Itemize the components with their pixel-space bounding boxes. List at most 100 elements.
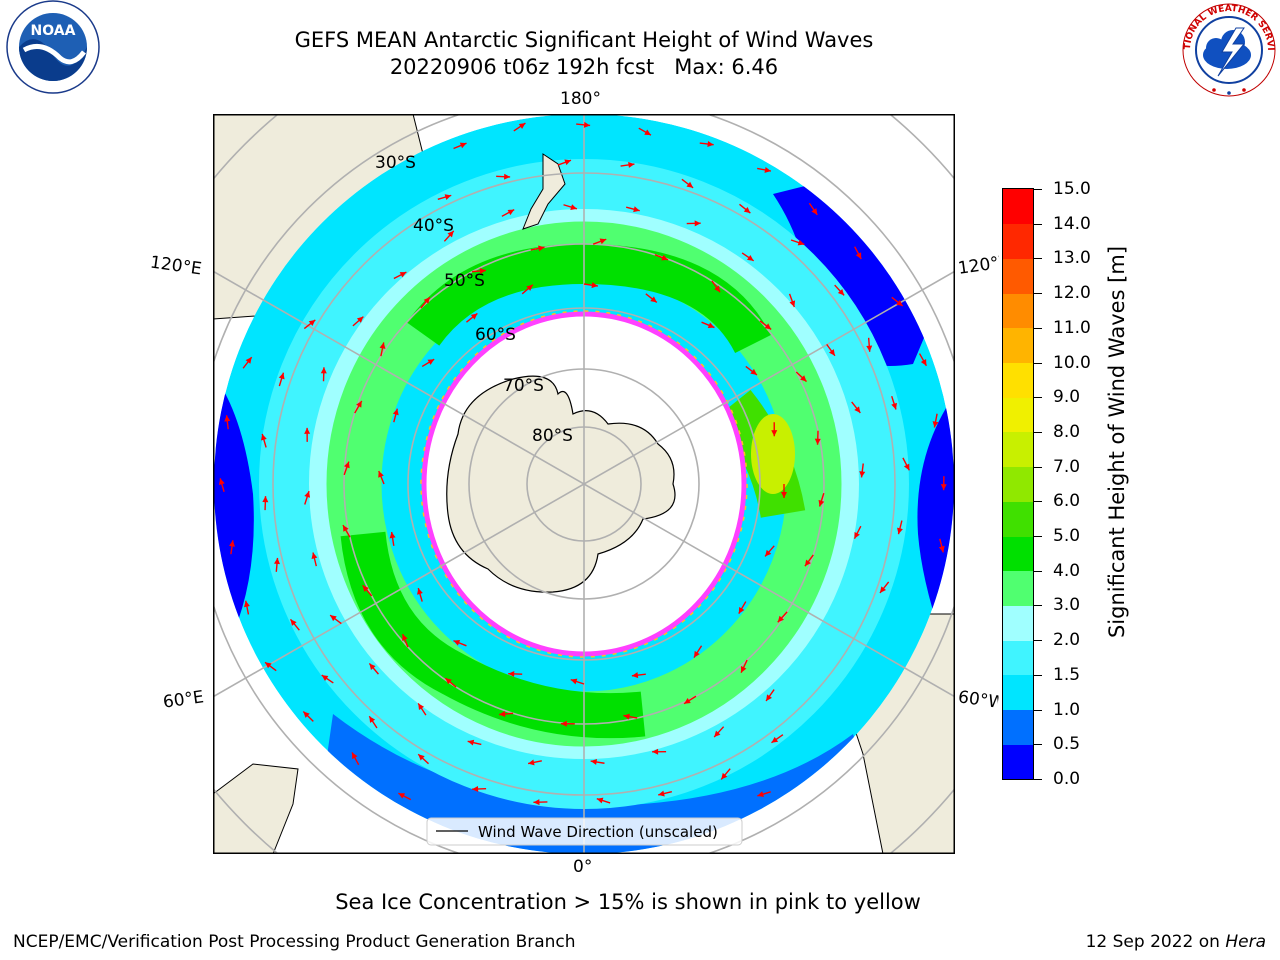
wave-arrow-head bbox=[261, 433, 267, 441]
wave-arrow-head bbox=[470, 313, 478, 320]
colorbar-segment bbox=[1003, 223, 1033, 259]
wave-arrow-head bbox=[274, 557, 280, 565]
wave-arrow-head bbox=[518, 123, 526, 129]
wave-arrow-head bbox=[789, 300, 796, 308]
wave-arrow-head bbox=[427, 359, 435, 365]
colorbar-segment bbox=[1003, 431, 1033, 468]
wave-arrow-head bbox=[693, 650, 700, 658]
wave-arrow-head bbox=[855, 252, 862, 260]
lat-label-30s: 30°S bbox=[375, 153, 416, 173]
wave-arrow-head bbox=[245, 357, 252, 364]
wave-arrow-head bbox=[467, 739, 475, 746]
wave-arrow-head bbox=[797, 239, 805, 246]
wave-arrow-head bbox=[351, 752, 358, 760]
colorbar-tick-label: 1.0 bbox=[1053, 699, 1081, 720]
colorbar-tick-label: 2.0 bbox=[1053, 630, 1081, 651]
colorbar-segment bbox=[1003, 466, 1033, 502]
wave-arrow-head bbox=[538, 245, 545, 252]
lat-label-70s: 70°S bbox=[503, 376, 544, 396]
wave-arrow-head bbox=[658, 790, 665, 797]
colorbar-segment bbox=[1003, 293, 1033, 329]
wave-arrow-head bbox=[224, 415, 231, 422]
wave-arrow-head bbox=[686, 181, 694, 188]
wave-arrow-head bbox=[423, 297, 430, 304]
wave-arrow-head bbox=[661, 254, 668, 261]
wave-arrow-head bbox=[528, 759, 535, 766]
wave-arrow-head bbox=[533, 799, 540, 806]
colorbar-tick bbox=[1034, 431, 1042, 433]
max-wave-spot bbox=[751, 414, 795, 494]
wave-arrow-head bbox=[804, 559, 811, 567]
land-africa bbox=[213, 763, 299, 854]
wave-arrow-head bbox=[402, 634, 408, 641]
wave-arrow-head bbox=[378, 471, 384, 478]
colorbar-segment bbox=[1003, 327, 1033, 364]
footer-host: Hera bbox=[1225, 932, 1266, 952]
wave-arrow-head bbox=[583, 121, 591, 128]
colorbar-tick-label: 11.0 bbox=[1053, 317, 1091, 338]
colorbar-segment bbox=[1003, 397, 1033, 433]
colorbar-tick bbox=[1034, 293, 1042, 295]
wave-arrow-head bbox=[714, 730, 721, 738]
wave-arrow-head bbox=[499, 711, 506, 718]
wave-arrow-head bbox=[356, 400, 362, 408]
wave-arrow-head bbox=[879, 586, 887, 593]
noaa-logo-text: NOAA bbox=[31, 23, 76, 39]
colorbar-tick-label: 14.0 bbox=[1053, 213, 1091, 234]
wave-arrow-head bbox=[290, 619, 297, 626]
colorbar-label: Significant Height of Wind Waves [m] bbox=[1105, 245, 1129, 639]
colorbar-tick-label: 9.0 bbox=[1053, 387, 1081, 408]
wave-arrow-head bbox=[800, 375, 807, 382]
wave-arrow-head bbox=[891, 402, 897, 410]
wave-arrow-head bbox=[854, 531, 860, 539]
colorbar-tick-label: 0.0 bbox=[1053, 769, 1081, 789]
wave-arrow-head bbox=[560, 720, 567, 727]
wave-arrow-head bbox=[714, 285, 721, 293]
graticule bbox=[213, 114, 955, 854]
footer-credit: NCEP/EMC/Verification Post Processing Pr… bbox=[13, 932, 576, 952]
wave-arrow-head bbox=[859, 471, 866, 478]
colorbar-tick-label: 7.0 bbox=[1053, 456, 1081, 477]
colorbar-segment bbox=[1003, 189, 1033, 225]
land-new-zealand bbox=[522, 153, 566, 230]
wave-arrow-head bbox=[453, 640, 461, 646]
strong-wave-band-north bbox=[406, 243, 771, 354]
lon-label-180: 180° bbox=[560, 89, 601, 109]
colorbar-tick bbox=[1034, 709, 1042, 711]
colorbar-segment bbox=[1003, 674, 1033, 711]
wave-arrow-head bbox=[750, 368, 757, 375]
wave-arrow-head bbox=[623, 713, 630, 720]
wave-arrow-head bbox=[321, 675, 329, 681]
colorbar-tick bbox=[1034, 362, 1042, 364]
colorbar-tick-label: 12.0 bbox=[1053, 283, 1091, 304]
wave-arrow-head bbox=[362, 585, 369, 592]
wave-arrow-head bbox=[265, 662, 272, 669]
wave-arrow-head bbox=[330, 615, 337, 622]
map-frame bbox=[213, 114, 955, 854]
footer-date: 12 Sep 2022 on Hera bbox=[1086, 932, 1266, 952]
wave-arrow-head bbox=[229, 540, 235, 547]
lat-label-60s: 60°S bbox=[475, 325, 516, 345]
wave-arrow-head bbox=[644, 129, 651, 136]
colorbar-tick-label: 0.5 bbox=[1053, 734, 1081, 755]
lat-label-80s: 80°S bbox=[532, 426, 573, 446]
colorbar-tick-label: 1.5 bbox=[1053, 664, 1081, 685]
colorbar-tick bbox=[1034, 327, 1042, 329]
colorbar-tick bbox=[1034, 397, 1042, 399]
wave-arrow-head bbox=[684, 697, 691, 704]
wave-arrow-head bbox=[740, 666, 747, 673]
colorbar-tick bbox=[1034, 640, 1042, 642]
wave-arrow-head bbox=[743, 206, 751, 214]
wave-arrow-head bbox=[590, 759, 598, 765]
colorbar-segment bbox=[1003, 709, 1033, 745]
colorbar-tick-label: 3.0 bbox=[1053, 595, 1081, 616]
wave-arrow-head bbox=[764, 323, 772, 330]
wave-arrow-head bbox=[278, 372, 285, 380]
wave-arrow-head bbox=[369, 716, 376, 723]
colorbar-tick-label: 5.0 bbox=[1053, 526, 1081, 547]
colorbar-tick bbox=[1034, 223, 1042, 225]
wave-arrow-head bbox=[738, 606, 745, 614]
wave-arrow-head bbox=[526, 284, 533, 291]
wave-arrow-head bbox=[507, 209, 515, 216]
colorbar-segment bbox=[1003, 501, 1033, 537]
